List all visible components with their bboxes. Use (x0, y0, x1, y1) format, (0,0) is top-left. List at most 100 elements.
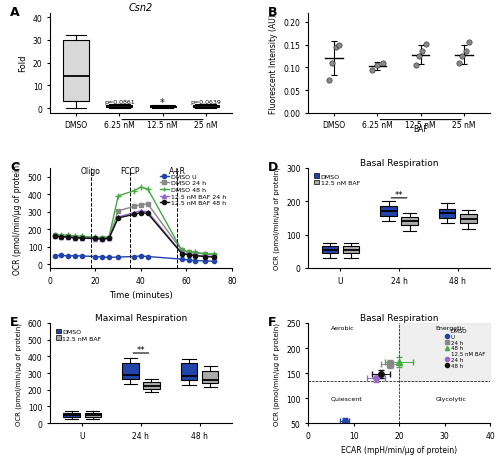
DMSO 48 h (179, 248, 185, 253)
Y-axis label: OCR (pmol/min/μg of protein): OCR (pmol/min/μg of protein) (16, 322, 22, 425)
Bar (106, 106, 132, 108)
12.5 nM BAF 48 h (115, 216, 121, 221)
Bar (402, 218, 418, 226)
12.5 nM BAF 24 h (65, 235, 71, 240)
DMSO 24 h (92, 236, 98, 241)
Point (328, 60, 336, 67)
Text: Oligo: Oligo (81, 167, 101, 176)
Bar (181, 364, 197, 380)
12.5 nM BAF 24 h (202, 254, 207, 259)
DMSO 24 h (72, 234, 78, 240)
12.5 nM BAF 24 h (192, 253, 198, 258)
12.5 nM BAF 24 h (131, 210, 137, 216)
DMSO 24 h (106, 236, 112, 241)
Bar (322, 247, 338, 253)
Line: DMSO 24 h: DMSO 24 h (52, 202, 216, 257)
Point (378, 60, 386, 67)
Text: B: B (268, 5, 278, 19)
DMSO 48 h (100, 236, 105, 241)
DMSO 24 h (100, 236, 105, 242)
12.5 nM BAF 24 h (92, 237, 98, 242)
12.5 nM BAF 48 h (100, 237, 105, 242)
DMSO U (92, 254, 98, 260)
Title: Csn2: Csn2 (129, 3, 153, 13)
Text: Quiescent: Quiescent (331, 396, 362, 401)
DMSO 48 h (106, 234, 112, 240)
Text: D: D (268, 161, 278, 173)
Y-axis label: OCR (pmol/min/μg of protein): OCR (pmol/min/μg of protein) (274, 322, 280, 425)
Text: Glycolytic: Glycolytic (436, 396, 466, 401)
DMSO 48 h (202, 251, 207, 257)
DMSO U (138, 254, 144, 259)
Text: Aerobic: Aerobic (331, 326, 354, 331)
Point (325, 77, 333, 85)
12.5 nM BAF 48 h (58, 234, 64, 240)
X-axis label: Time (minutes): Time (minutes) (109, 290, 173, 299)
DMSO 48 h (79, 234, 85, 239)
DMSO U (72, 253, 78, 259)
DMSO U (65, 254, 71, 259)
Bar (122, 363, 138, 379)
DMSO U (179, 257, 185, 263)
DMSO 24 h (210, 253, 216, 258)
Bar (439, 209, 456, 218)
Line: DMSO U: DMSO U (52, 253, 216, 264)
DMSO 48 h (192, 250, 198, 256)
Bar (64, 414, 80, 417)
DMSO 24 h (115, 209, 121, 214)
Text: *: * (160, 98, 165, 107)
Legend: DMSO, 12.5 nM BAF: DMSO, 12.5 nM BAF (53, 326, 104, 344)
DMSO 24 h (179, 248, 185, 253)
Text: F: F (268, 315, 276, 328)
Bar (150, 107, 176, 108)
Text: p=0.0639: p=0.0639 (190, 99, 222, 104)
12.5 nM BAF 24 h (58, 234, 64, 240)
Text: A+R: A+R (169, 167, 186, 176)
Point (465, 40, 473, 47)
DMSO U (100, 255, 105, 260)
12.5 nM BAF 48 h (192, 253, 198, 259)
Text: FCCP: FCCP (120, 167, 140, 176)
DMSO 24 h (131, 204, 137, 210)
Text: C: C (10, 161, 19, 173)
12.5 nM BAF 48 h (79, 236, 85, 241)
Point (412, 62, 420, 70)
DMSO 24 h (144, 202, 150, 207)
Y-axis label: OCR (pmol/min/μg of protein): OCR (pmol/min/μg of protein) (13, 162, 22, 275)
12.5 nM BAF 48 h (144, 211, 150, 217)
DMSO 48 h (92, 235, 98, 240)
Title: Basal Respiration: Basal Respiration (360, 159, 438, 168)
DMSO 48 h (186, 249, 192, 255)
12.5 nM BAF 24 h (106, 236, 112, 242)
12.5 nM BAF 24 h (186, 252, 192, 258)
12.5 nM BAF 48 h (202, 254, 207, 260)
DMSO U (210, 259, 216, 264)
12.5 nM BAF 48 h (65, 235, 71, 240)
Text: p=0.0861: p=0.0861 (104, 99, 134, 104)
Bar (460, 214, 476, 223)
Text: **: ** (136, 345, 145, 354)
12.5 nM BAF 48 h (72, 236, 78, 241)
DMSO 24 h (202, 252, 207, 257)
DMSO 24 h (192, 251, 198, 256)
Y-axis label: Fluorescent Intensity (AU): Fluorescent Intensity (AU) (269, 14, 278, 113)
12.5 nM BAF 24 h (72, 236, 78, 241)
DMSO 24 h (52, 233, 58, 239)
Point (455, 60, 463, 67)
12.5 nM BAF 48 h (210, 255, 216, 260)
Point (462, 49, 470, 56)
Bar (193, 106, 219, 108)
Line: 12.5 nM BAF 24 h: 12.5 nM BAF 24 h (52, 209, 216, 259)
X-axis label: ECAR (mpH/min/μg of protein): ECAR (mpH/min/μg of protein) (341, 445, 457, 454)
DMSO 48 h (72, 234, 78, 239)
12.5 nM BAF 24 h (79, 236, 85, 241)
DMSO U (186, 258, 192, 263)
Text: **: ** (395, 191, 404, 200)
DMSO 48 h (210, 252, 216, 258)
DMSO 48 h (52, 233, 58, 238)
Point (422, 41, 430, 48)
DMSO 48 h (115, 194, 121, 199)
DMSO 48 h (131, 188, 137, 194)
Bar (202, 372, 218, 384)
DMSO 48 h (144, 187, 150, 192)
